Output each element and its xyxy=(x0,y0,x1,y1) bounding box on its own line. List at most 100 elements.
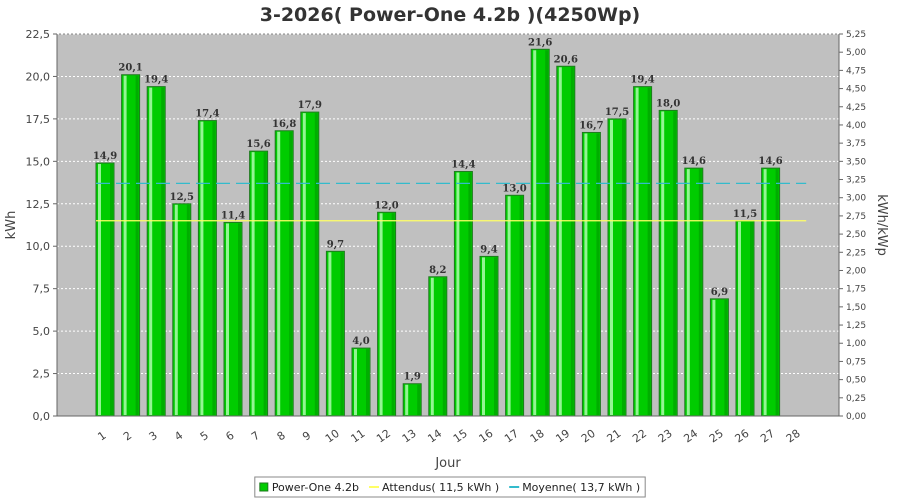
x-tick-label: 8 xyxy=(275,429,288,444)
y-tick-label: 20,0 xyxy=(26,70,51,83)
y2-tick-label: 5,25 xyxy=(846,30,866,40)
bar xyxy=(197,120,217,417)
bar-highlight xyxy=(174,204,178,415)
y2-tick-label: 2,50 xyxy=(846,230,866,240)
bars xyxy=(95,48,781,417)
bar xyxy=(658,109,678,417)
bar xyxy=(377,211,397,417)
y2-tick-label: 3,50 xyxy=(846,157,866,167)
x-tick-label: 28 xyxy=(784,427,803,446)
bar-shade xyxy=(442,277,446,415)
bar-highlight xyxy=(558,67,562,415)
x-axis-label: Jour xyxy=(434,456,461,471)
x-tick-label: 14 xyxy=(425,427,444,446)
x-tick-label: 15 xyxy=(451,427,470,446)
data-label: 16,8 xyxy=(272,119,296,130)
bar xyxy=(453,171,473,417)
bar-shade xyxy=(673,111,677,416)
bar xyxy=(325,250,345,417)
data-label: 11,4 xyxy=(221,210,245,221)
x-tick-label: 12 xyxy=(374,427,393,446)
bar xyxy=(607,118,627,417)
bar-shade xyxy=(775,169,779,415)
y-tick-label: 0,0 xyxy=(33,410,51,423)
bar-shade xyxy=(468,172,472,415)
bar xyxy=(556,65,576,417)
bar-highlight xyxy=(430,277,434,415)
data-label: 19,4 xyxy=(144,75,168,86)
data-label: 12,5 xyxy=(170,192,194,203)
x-tick-label: 19 xyxy=(553,427,572,446)
x-tick-label: 10 xyxy=(323,427,342,446)
bar xyxy=(274,130,294,417)
bar-shade xyxy=(391,213,395,415)
y2-tick-label: 2,25 xyxy=(846,248,866,258)
data-label: 15,6 xyxy=(246,139,270,150)
data-label: 9,4 xyxy=(480,244,497,255)
y2-tick-label: 1,75 xyxy=(846,285,866,295)
x-tick-label: 16 xyxy=(477,427,496,446)
bar-shade xyxy=(596,133,600,415)
bar-highlight xyxy=(123,75,127,415)
x-tick-label: 23 xyxy=(656,427,675,446)
bar-highlight xyxy=(507,196,511,415)
x-tick-label: 25 xyxy=(707,427,726,446)
bar-highlight xyxy=(98,164,101,415)
y2-tick-label: 4,25 xyxy=(846,103,866,113)
data-label: 17,4 xyxy=(195,109,219,120)
y2-tick-label: 2,75 xyxy=(846,212,866,222)
bar xyxy=(735,220,755,417)
legend-item: Power-One 4.2b xyxy=(259,481,359,494)
bar-highlight xyxy=(226,223,229,415)
x-tick-label: 26 xyxy=(733,427,752,446)
legend-label: Moyenne( 13,7 kWh ) xyxy=(522,481,640,494)
bar-highlight xyxy=(302,113,306,415)
legend-label: Power-One 4.2b xyxy=(272,481,359,494)
x-tick-label: 7 xyxy=(249,429,262,444)
bar-highlight xyxy=(149,87,153,416)
bar-highlight xyxy=(686,169,690,415)
bar-highlight xyxy=(712,299,716,415)
y2-tick-label: 1,50 xyxy=(846,303,866,313)
x-tick-label: 11 xyxy=(349,427,368,446)
bar xyxy=(530,48,550,417)
bar-shade xyxy=(750,221,753,415)
bar-shade xyxy=(724,299,728,415)
bar xyxy=(146,86,166,417)
x-axis: 1 2 3 4 5 6 7 8 9 10 11 12 13 14 15 16 17 18 19 20 21 22 23 24 2… xyxy=(57,415,839,446)
bar-shade xyxy=(417,384,421,415)
x-tick-label: 21 xyxy=(605,427,624,446)
bar xyxy=(223,221,243,417)
bar-highlight xyxy=(200,121,204,415)
data-label: 14,4 xyxy=(451,160,475,171)
bar xyxy=(95,162,115,417)
bar-highlight xyxy=(277,131,281,416)
data-label: 12,0 xyxy=(374,200,398,211)
bar-highlight xyxy=(610,119,613,415)
bar-highlight xyxy=(251,152,255,415)
bar-highlight xyxy=(635,87,639,416)
bar-shade xyxy=(186,204,190,415)
data-label: 20,1 xyxy=(118,63,142,74)
data-label: 6,9 xyxy=(711,287,728,298)
data-label: 19,4 xyxy=(630,75,654,86)
bar-highlight xyxy=(405,384,409,415)
bar-shade xyxy=(698,169,702,415)
x-tick-label: 4 xyxy=(172,429,185,444)
y2-tick-label: 3,25 xyxy=(846,176,866,186)
reference-lines xyxy=(96,182,807,222)
y2-tick-label: 3,00 xyxy=(846,194,866,204)
bar-highlight xyxy=(661,111,665,416)
value-labels: 14,920,119,412,517,411,415,616,817,99,74… xyxy=(93,37,783,382)
y2-axis: 0,00 0,25 0,50 0,75 1,00 1,25 1,50 1,75 2,00 2,25… xyxy=(838,30,866,422)
bar-shade xyxy=(366,349,369,415)
x-tick-label: 22 xyxy=(630,427,649,446)
bar xyxy=(172,203,192,417)
y-tick-label: 7,5 xyxy=(33,283,51,296)
data-label: 11,5 xyxy=(733,209,757,220)
legend-frame xyxy=(254,476,646,498)
y-axis-label: kWh xyxy=(4,211,19,240)
bar-shade xyxy=(135,75,139,415)
bar-shade xyxy=(340,252,344,415)
bar xyxy=(761,167,781,417)
